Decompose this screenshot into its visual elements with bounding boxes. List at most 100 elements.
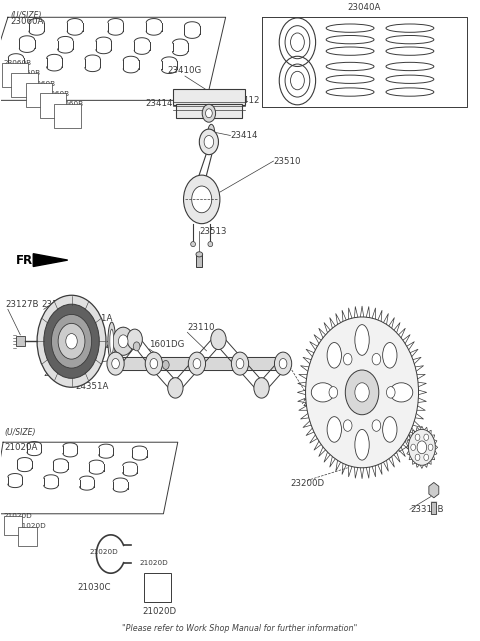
Ellipse shape <box>355 429 369 460</box>
Text: 23127B: 23127B <box>5 300 39 310</box>
Polygon shape <box>0 442 178 514</box>
Polygon shape <box>429 483 439 498</box>
Text: 23311B: 23311B <box>410 505 444 514</box>
Circle shape <box>44 304 99 378</box>
Text: 23060A: 23060A <box>10 17 44 26</box>
Ellipse shape <box>355 324 369 355</box>
Ellipse shape <box>110 329 114 353</box>
Text: 21020A: 21020A <box>4 444 38 453</box>
Bar <box>144 573 170 602</box>
Text: 23513: 23513 <box>199 227 227 236</box>
Circle shape <box>231 352 249 375</box>
Polygon shape <box>240 357 283 370</box>
Circle shape <box>306 317 419 468</box>
Circle shape <box>127 329 143 349</box>
Text: "Please refer to Work Shop Manual for further information": "Please refer to Work Shop Manual for fu… <box>122 624 358 633</box>
Circle shape <box>236 358 244 369</box>
Text: 23121A: 23121A <box>80 313 113 322</box>
Circle shape <box>408 429 435 465</box>
Bar <box>25 83 52 108</box>
Text: FR.: FR. <box>16 254 38 267</box>
Ellipse shape <box>208 242 213 247</box>
Bar <box>432 502 436 515</box>
Text: 23410G: 23410G <box>168 66 202 75</box>
Text: 23510: 23510 <box>274 156 301 165</box>
Circle shape <box>58 323 85 359</box>
Text: 23060B: 23060B <box>3 60 31 66</box>
Text: 21030C: 21030C <box>77 583 111 592</box>
Circle shape <box>133 342 140 351</box>
Ellipse shape <box>108 322 116 360</box>
Circle shape <box>279 358 287 369</box>
Circle shape <box>275 352 292 375</box>
Text: 23414: 23414 <box>145 99 173 108</box>
Circle shape <box>211 329 226 349</box>
Bar <box>176 104 242 118</box>
Circle shape <box>145 352 162 375</box>
Bar <box>1 63 28 87</box>
Circle shape <box>51 315 92 368</box>
Circle shape <box>183 175 220 224</box>
Polygon shape <box>262 17 468 107</box>
Polygon shape <box>0 17 226 101</box>
Circle shape <box>424 434 429 440</box>
Circle shape <box>192 186 212 213</box>
Circle shape <box>112 358 120 369</box>
Bar <box>173 90 245 105</box>
Text: 23122A: 23122A <box>44 369 77 378</box>
Circle shape <box>355 383 369 402</box>
Text: 23060B: 23060B <box>12 71 41 76</box>
Text: (U/SIZE): (U/SIZE) <box>10 11 42 20</box>
Text: (U/SIZE): (U/SIZE) <box>4 428 36 437</box>
Text: 23060B: 23060B <box>27 81 55 87</box>
Ellipse shape <box>208 124 215 140</box>
Circle shape <box>415 454 420 461</box>
Text: 21020D: 21020D <box>17 523 46 529</box>
Text: 23060B: 23060B <box>56 101 84 107</box>
Circle shape <box>162 360 169 369</box>
Ellipse shape <box>390 383 413 402</box>
Text: 21121A: 21121A <box>302 399 336 408</box>
Text: 23125: 23125 <box>105 340 132 349</box>
Bar <box>16 336 25 346</box>
Circle shape <box>66 333 77 349</box>
Bar <box>11 73 37 97</box>
Circle shape <box>168 378 183 398</box>
Text: 21020D: 21020D <box>3 513 32 519</box>
Polygon shape <box>33 254 68 267</box>
Ellipse shape <box>383 342 397 368</box>
Ellipse shape <box>327 417 341 442</box>
Circle shape <box>204 135 214 148</box>
Polygon shape <box>154 357 197 370</box>
Text: 21020D: 21020D <box>89 549 118 555</box>
Bar <box>196 254 202 267</box>
Circle shape <box>372 420 381 431</box>
Text: 23200D: 23200D <box>290 479 324 488</box>
Text: 1601DG: 1601DG <box>149 340 184 349</box>
Text: 23110: 23110 <box>187 323 215 332</box>
Text: 21020D: 21020D <box>140 560 168 567</box>
Circle shape <box>345 370 379 415</box>
Circle shape <box>386 387 395 398</box>
Bar <box>4 516 22 535</box>
Circle shape <box>107 352 124 375</box>
Bar <box>18 526 36 545</box>
Circle shape <box>428 444 433 451</box>
Ellipse shape <box>383 417 397 442</box>
Circle shape <box>343 353 352 365</box>
Circle shape <box>417 441 427 454</box>
Ellipse shape <box>327 342 341 368</box>
Bar <box>40 94 66 117</box>
Circle shape <box>424 454 429 461</box>
Circle shape <box>193 358 201 369</box>
Circle shape <box>411 444 416 451</box>
Ellipse shape <box>312 383 334 402</box>
Circle shape <box>150 358 157 369</box>
Circle shape <box>372 353 381 365</box>
Circle shape <box>199 129 218 154</box>
Circle shape <box>254 378 269 398</box>
Circle shape <box>113 327 134 355</box>
Text: 23226B: 23226B <box>364 447 398 456</box>
Circle shape <box>188 352 205 375</box>
Bar <box>54 104 81 128</box>
